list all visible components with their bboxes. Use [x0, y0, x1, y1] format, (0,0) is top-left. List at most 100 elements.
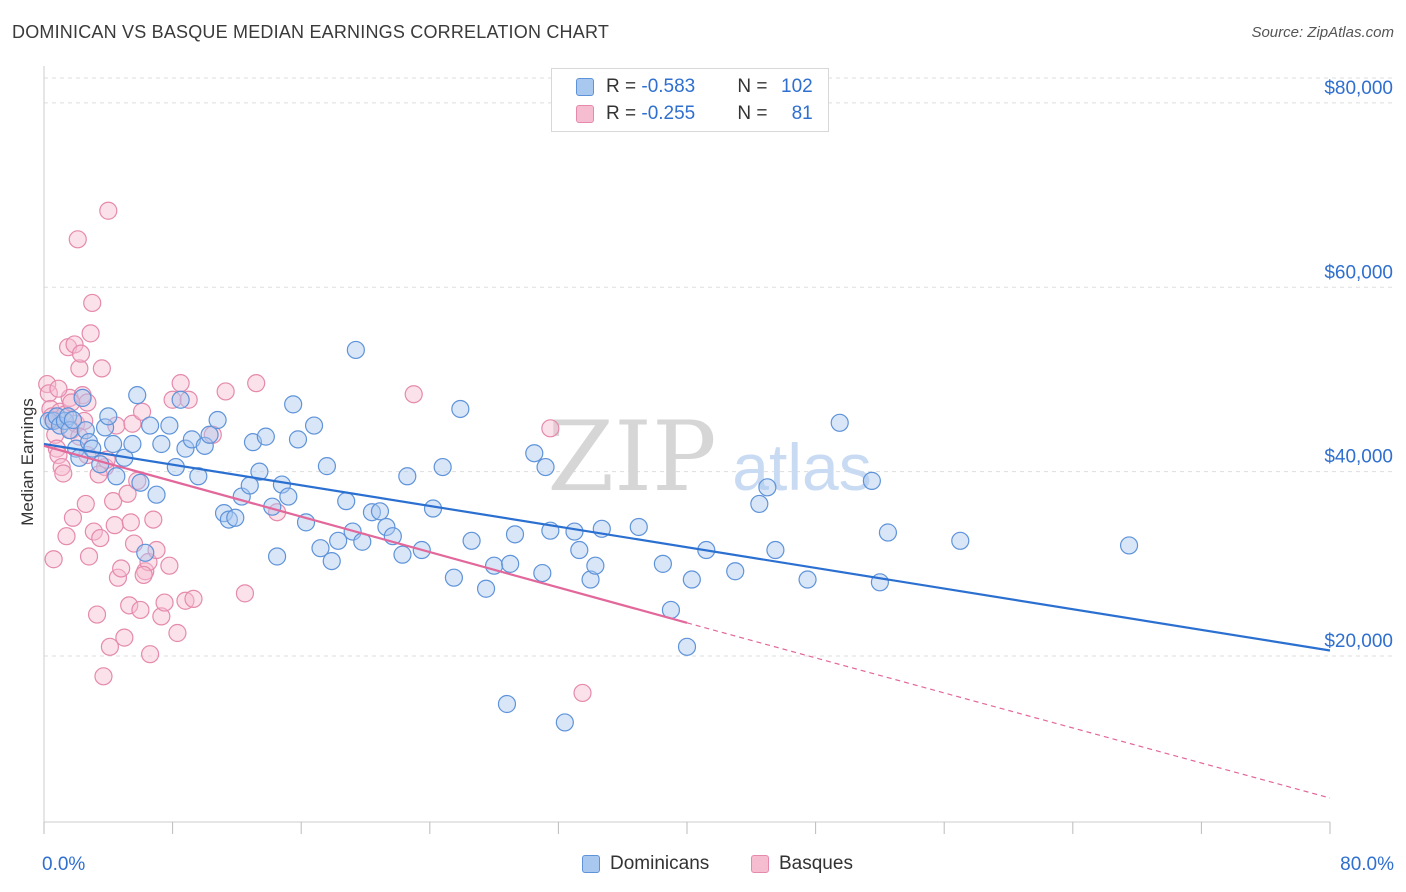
basques-trend-extension — [686, 622, 1331, 799]
basques-point — [92, 359, 111, 378]
dominicans-point — [288, 430, 308, 449]
basques-point — [70, 427, 89, 446]
dominicans-point — [136, 543, 155, 562]
watermark-atlas: atlas — [732, 430, 871, 504]
dominicans-point — [152, 434, 171, 454]
basques-point — [155, 593, 174, 612]
dominicans-point — [322, 551, 341, 571]
basques-point — [70, 359, 89, 378]
dominicans-point — [951, 531, 970, 550]
legend-r-value: -0.583 — [641, 76, 696, 97]
basques-point — [49, 379, 68, 398]
dominicans-swatch — [576, 78, 594, 96]
basques-point — [112, 559, 131, 578]
y-tick-label: $80,000 — [1324, 78, 1393, 99]
legend-n-label: N = — [737, 103, 773, 124]
dominicans-point — [329, 531, 348, 550]
basques-point — [62, 393, 81, 412]
y-tick-label: $40,000 — [1324, 447, 1393, 468]
basques-point — [247, 374, 266, 393]
dominicans-point — [501, 554, 520, 573]
dominicans-point — [581, 570, 600, 589]
dominicans-point — [878, 523, 898, 542]
dominicans-point — [677, 637, 697, 656]
basques-point — [144, 510, 163, 529]
legend-row-dominicans: R = -0.583 N = 102 — [576, 74, 813, 100]
basques-point — [81, 324, 100, 343]
basques-point — [123, 414, 142, 433]
basques-point — [91, 528, 110, 548]
dominicans-point — [176, 439, 195, 458]
basques-point — [235, 584, 255, 603]
basques-point — [65, 335, 84, 354]
basques-point — [39, 384, 58, 403]
dominicans-point — [505, 525, 525, 544]
basques-point — [171, 374, 190, 393]
basques-swatch — [576, 105, 594, 123]
dominicans-point — [555, 713, 574, 732]
dominicans-point — [195, 436, 214, 455]
dominicans-point — [337, 492, 356, 511]
dominicans-point — [565, 522, 584, 541]
dominicans-point — [60, 421, 79, 440]
basques-point — [83, 293, 102, 313]
y-tick-label: $60,000 — [1324, 262, 1393, 283]
basques-point — [140, 645, 160, 664]
tick-labels: $20,000 $40,000 $60,000 $80,000 0.0% 80.0% — [42, 78, 1394, 875]
dominicans-point — [444, 568, 464, 587]
dominicans-point — [250, 462, 269, 481]
dominicans-point — [653, 554, 672, 573]
dominicans-points — [39, 340, 1139, 732]
legend-item-basques: Basques — [751, 851, 853, 877]
dominicans-point — [398, 467, 417, 486]
dominicans-point — [377, 517, 396, 537]
dominicans-point — [346, 340, 365, 360]
basques-point — [216, 382, 235, 401]
dominicans-point — [304, 416, 324, 435]
legend-row-basques: R = -0.255 N = 81 — [576, 101, 813, 127]
dominicans-point — [525, 444, 544, 463]
basques-point — [100, 637, 120, 656]
dominicans-point — [536, 457, 555, 477]
basques-point — [573, 683, 592, 703]
basques-point — [54, 464, 73, 483]
legend-r-value: -0.255 — [641, 103, 696, 124]
basques-legend-swatch — [751, 855, 769, 873]
basques-point — [57, 527, 76, 546]
dominicans-point — [140, 416, 160, 435]
basques-point — [115, 628, 134, 647]
chart-title: DOMINICAN VS BASQUE MEDIAN EARNINGS CORR… — [12, 22, 610, 42]
dominicans-point — [317, 457, 337, 476]
dominicans-point — [830, 413, 849, 432]
basques-point — [105, 516, 124, 535]
dominicans-point — [476, 579, 496, 598]
dominicans-point — [279, 487, 298, 506]
dominicans-point — [160, 416, 179, 435]
basques-point — [118, 484, 137, 503]
dominicans-point — [83, 439, 102, 458]
correlation-legend: R = -0.583 N = 102 R = -0.255 N = 81 — [551, 68, 829, 132]
dominicans-point — [267, 547, 287, 566]
dominicans-point — [123, 434, 142, 454]
basques-point — [38, 374, 57, 394]
dominicans-legend-swatch — [582, 855, 600, 873]
basques-point — [120, 596, 139, 615]
basques-point — [184, 589, 203, 608]
dominicans-point — [758, 478, 777, 497]
dominicans-point — [104, 434, 123, 454]
x-tick-label-min: 0.0% — [42, 854, 85, 875]
basques-point — [52, 457, 71, 477]
basques-point — [71, 344, 91, 363]
dominicans-point — [99, 407, 118, 426]
dominicans-point — [63, 410, 83, 430]
basques-point — [160, 556, 179, 575]
legend-n-value: 81 — [791, 103, 813, 124]
dominicans-trend-line — [43, 442, 1331, 652]
dominicans-point — [256, 427, 275, 446]
basques-point — [152, 607, 171, 626]
dominicans-point — [586, 556, 605, 575]
dominicans-point — [750, 494, 769, 514]
basques-point — [84, 522, 103, 541]
basques-point — [121, 513, 140, 532]
